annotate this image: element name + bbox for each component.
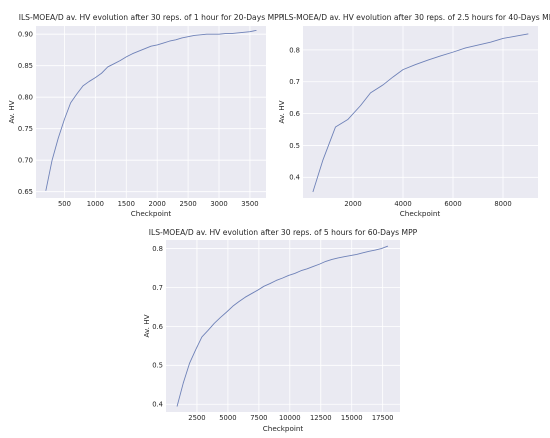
x-ticks: 2000 4000 6000 8000 — [344, 200, 511, 208]
x-tick-label: 500 — [58, 200, 71, 208]
y-ticks: 0.65 0.70 0.75 0.80 0.85 0.90 — [18, 31, 33, 197]
y-tick-label: 0.4 — [289, 174, 300, 182]
x-tick-label: 8000 — [494, 200, 511, 208]
y-tick-label: 0.7 — [152, 284, 163, 292]
x-axis-label: Checkpoint — [400, 209, 441, 218]
x-tick-label: 2000 — [149, 200, 166, 208]
x-tick-label: 3000 — [210, 200, 227, 208]
chart-title: ILS-MOEA/D av. HV evolution after 30 rep… — [282, 13, 550, 22]
y-axis-label: Av. HV — [142, 314, 151, 337]
x-tick-label: 4000 — [394, 200, 411, 208]
plot-area — [303, 26, 538, 198]
x-axis-label: Checkpoint — [263, 424, 304, 433]
x-tick-label: 2000 — [344, 200, 361, 208]
y-axis-label: Av. HV — [7, 100, 16, 123]
y-tick-label: 0.6 — [152, 323, 163, 331]
chart-40-days: 2000 4000 6000 8000 0.4 0.5 0.6 0.7 0.8 ILS-MOE… — [277, 13, 550, 218]
chart-60-days: 2500 5000 7500 10000 12500 15000 17500 0.40.50… — [142, 228, 418, 433]
y-tick-label: 0.8 — [289, 46, 300, 54]
y-tick-label: 0.6 — [289, 110, 300, 118]
chart-title: ILS-MOEA/D av. HV evolution after 30 rep… — [149, 228, 418, 237]
x-tick-label: 15000 — [341, 414, 363, 422]
y-tick-label: 0.85 — [18, 62, 33, 70]
y-tick-label: 0.75 — [18, 125, 33, 133]
chart-title: ILS-MOEA/D av. HV evolution after 30 rep… — [19, 13, 284, 22]
y-tick-label: 0.90 — [18, 31, 33, 39]
x-ticks: 2500 5000 7500 10000 12500 15000 17500 — [188, 414, 393, 422]
series-line — [312, 33, 529, 193]
x-tick-label: 3500 — [241, 200, 258, 208]
y-tick-label: 0.70 — [18, 157, 33, 165]
series-line — [45, 29, 257, 191]
y-tick-label: 0.7 — [289, 78, 300, 86]
x-tick-label: 1500 — [118, 200, 135, 208]
y-tick-label: 0.5 — [289, 142, 300, 150]
y-tick-label: 0.8 — [152, 245, 163, 253]
x-tick-label: 10000 — [279, 414, 301, 422]
x-ticks: 500 1000 1500 2000 2500 3000 3500 — [58, 200, 259, 208]
y-tick-label: 0.65 — [18, 188, 33, 196]
x-axis-label: Checkpoint — [131, 209, 172, 218]
y-ticks: 0.4 0.5 0.6 0.7 0.8 — [152, 245, 163, 409]
chart-20-days: 500 1000 1500 2000 2500 3000 3500 0.65 0.70 0.75… — [7, 13, 284, 218]
plot-area — [36, 26, 266, 198]
x-tick-label: 7500 — [250, 414, 267, 422]
x-tick-label: 12500 — [310, 414, 332, 422]
y-ticks: 0.4 0.5 0.6 0.7 0.8 — [289, 46, 300, 181]
series-line — [176, 245, 389, 407]
x-tick-label: 2500 — [188, 414, 205, 422]
gridlines — [166, 240, 400, 412]
x-tick-label: 5000 — [219, 414, 236, 422]
x-tick-label: 17500 — [372, 414, 394, 422]
y-axis-label: Av. HV — [277, 100, 286, 123]
x-tick-label: 2500 — [179, 200, 196, 208]
y-tick-label: 0.5 — [152, 362, 163, 370]
gridlines — [303, 26, 538, 198]
y-tick-label: 0.80 — [18, 94, 33, 102]
x-tick-label: 6000 — [444, 200, 461, 208]
x-tick-label: 1000 — [87, 200, 104, 208]
y-tick-label: 0.4 — [152, 401, 163, 409]
